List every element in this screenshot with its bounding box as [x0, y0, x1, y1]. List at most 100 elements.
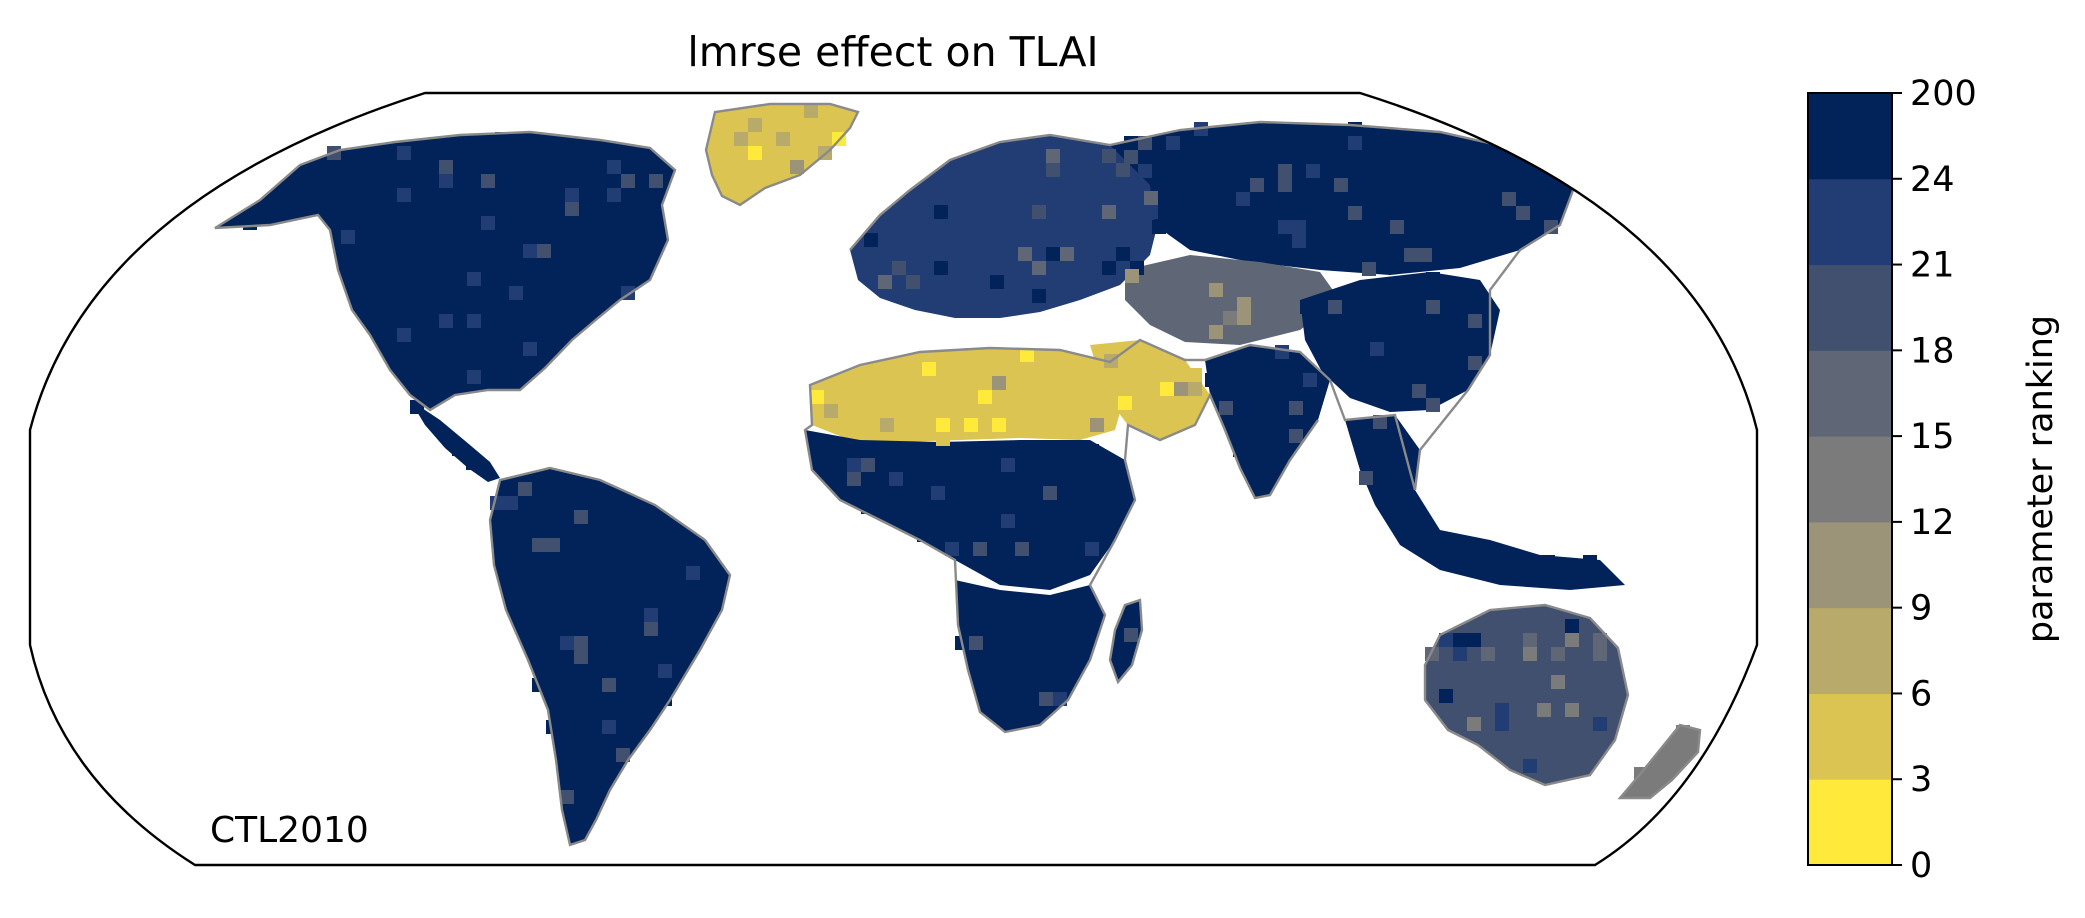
- raster-cell: [467, 370, 481, 384]
- raster-cell: [1125, 269, 1139, 283]
- raster-cell: [1099, 528, 1113, 542]
- raster-cell: [1209, 311, 1223, 325]
- raster-cell: [560, 538, 574, 552]
- raster-cell: [397, 328, 411, 342]
- raster-cell: [936, 432, 950, 446]
- region-siberia: [1110, 122, 1575, 275]
- raster-cell: [616, 580, 630, 594]
- raster-cell: [523, 244, 537, 258]
- colorbar-tick-label: 24: [1910, 160, 1955, 200]
- raster-cell: [504, 496, 518, 510]
- raster-cell: [518, 510, 532, 524]
- raster-cell: [1306, 206, 1320, 220]
- raster-cell: [481, 174, 495, 188]
- raster-cell: [906, 247, 920, 261]
- raster-cell: [1278, 220, 1292, 234]
- raster-cell: [565, 188, 579, 202]
- raster-cell: [579, 300, 593, 314]
- raster-cell: [1593, 717, 1607, 731]
- raster-cell: [1289, 359, 1303, 373]
- raster-cell: [1418, 150, 1432, 164]
- raster-cell: [574, 496, 588, 510]
- raster-cell: [1328, 300, 1342, 314]
- raster-cell: [990, 177, 1004, 191]
- raster-cell: [1104, 368, 1118, 382]
- colorbar-bin: [1808, 521, 1892, 609]
- raster-cell: [1565, 633, 1579, 647]
- raster-cell: [1551, 647, 1565, 661]
- region-southern-africa: [955, 580, 1105, 732]
- raster-cell: [861, 458, 875, 472]
- region-south-asia: [1205, 345, 1330, 498]
- map-panel: CTL2010: [28, 91, 1759, 867]
- raster-cell: [734, 132, 748, 146]
- raster-cell: [1160, 382, 1174, 396]
- colorbar-bin: [1808, 436, 1892, 523]
- raster-cell: [1166, 178, 1180, 192]
- raster-cell: [1516, 206, 1530, 220]
- raster-cell: [1468, 314, 1482, 328]
- raster-cell: [1195, 297, 1209, 311]
- raster-cell: [864, 233, 878, 247]
- raster-cell: [810, 390, 824, 404]
- raster-cell: [574, 510, 588, 524]
- raster-cell: [1404, 220, 1418, 234]
- raster-cell: [987, 528, 1001, 542]
- colorbar-tick-label: 9: [1910, 589, 1932, 629]
- raster-cell: [439, 174, 453, 188]
- raster-cell: [369, 314, 383, 328]
- raster-cell: [495, 328, 509, 342]
- raster-cell: [1551, 745, 1565, 759]
- raster-cell: [892, 261, 906, 275]
- raster-cell: [481, 216, 495, 230]
- raster-cell: [1495, 717, 1509, 731]
- raster-cell: [1481, 647, 1495, 661]
- raster-cell: [560, 552, 574, 566]
- raster-cell: [523, 342, 537, 356]
- raster-cell: [1439, 633, 1453, 647]
- raster-cell: [1481, 633, 1495, 647]
- raster-cell: [1495, 703, 1509, 717]
- region-central-africa: [805, 430, 1135, 590]
- colorbar: 0 3 6 9 12 15 18 21 24 200 parameter ranking: [1807, 74, 2061, 886]
- raster-cell: [931, 458, 945, 472]
- raster-cell: [518, 538, 532, 552]
- raster-cell: [1342, 314, 1356, 328]
- raster-cell: [602, 678, 616, 692]
- raster-cell: [852, 390, 866, 404]
- raster-cell: [574, 636, 588, 650]
- raster-cell: [425, 370, 439, 384]
- colorbar-bin: [1808, 607, 1892, 694]
- raster-cell: [1046, 149, 1060, 163]
- raster-cell: [1275, 345, 1289, 359]
- raster-cell: [518, 482, 532, 496]
- raster-cell: [658, 552, 672, 566]
- raster-cell: [1046, 247, 1060, 261]
- raster-cell: [920, 205, 934, 219]
- raster-cell: [1102, 261, 1116, 275]
- raster-cell: [1468, 356, 1482, 370]
- raster-cell: [1166, 136, 1180, 150]
- raster-cell: [1067, 622, 1081, 636]
- raster-cell: [1090, 390, 1104, 404]
- raster-cell: [1188, 382, 1202, 396]
- raster-cell: [1001, 458, 1015, 472]
- raster-cell: [1530, 220, 1544, 234]
- raster-cell: [607, 188, 621, 202]
- raster-cell: [1460, 206, 1474, 220]
- raster-cell: [748, 118, 762, 132]
- raster-cell: [1099, 514, 1113, 528]
- raster-cell: [495, 188, 509, 202]
- raster-cell: [1062, 404, 1076, 418]
- region-north-america: [215, 132, 675, 410]
- raster-cell: [1443, 541, 1457, 555]
- raster-cell: [1124, 150, 1138, 164]
- raster-cell: [1426, 300, 1440, 314]
- raster-cell: [574, 762, 588, 776]
- raster-cell: [560, 608, 574, 622]
- raster-cell: [1426, 384, 1440, 398]
- raster-cell: [906, 275, 920, 289]
- raster-cell: [973, 472, 987, 486]
- raster-cell: [1359, 471, 1373, 485]
- raster-cell: [602, 762, 616, 776]
